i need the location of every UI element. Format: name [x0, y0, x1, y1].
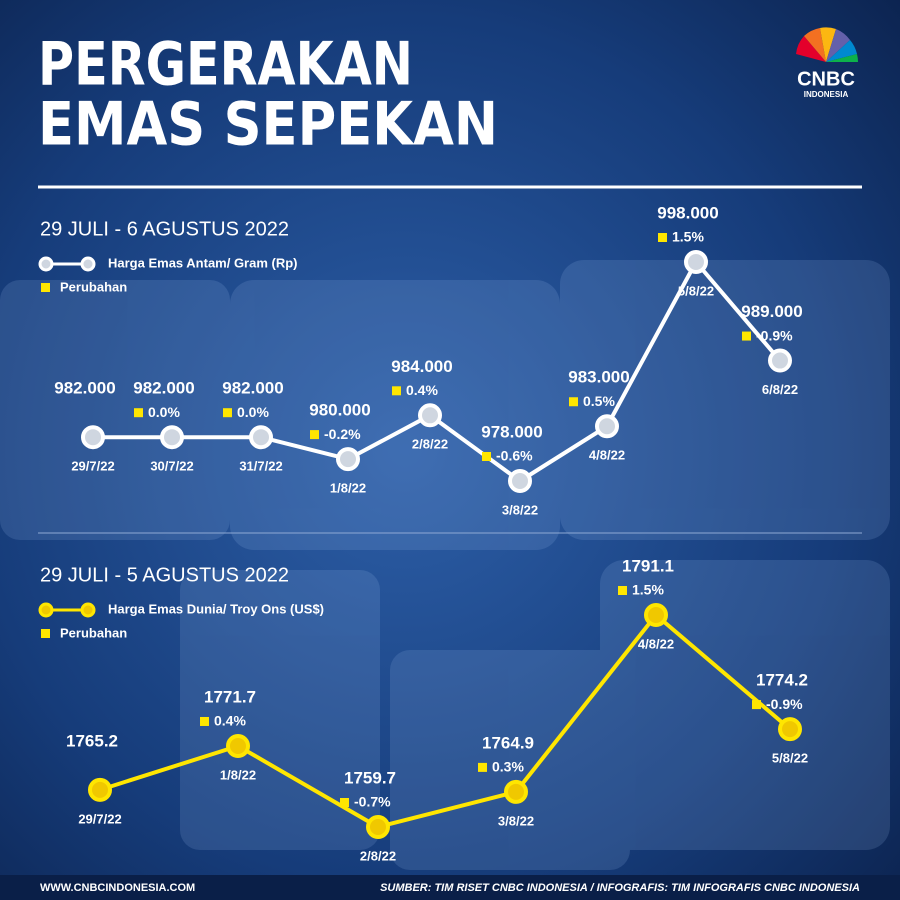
chart-subtitle: 29 JULI - 5 AGUSTUS 2022: [40, 564, 289, 586]
date-label: 4/8/22: [638, 636, 674, 651]
date-label: 6/8/22: [762, 382, 798, 397]
price-point: [508, 469, 532, 493]
change-label: 0.3%: [492, 759, 524, 775]
change-label: -0.6%: [496, 448, 533, 464]
value-label: 982.000: [222, 379, 283, 398]
price-point: [366, 815, 390, 839]
value-label: 1765.2: [66, 731, 118, 750]
value-label: 1771.7: [204, 687, 256, 706]
legend-label: Harga Emas Dunia/ Troy Ons (US$): [108, 601, 324, 616]
price-point: [88, 777, 112, 802]
change-marker: [742, 331, 751, 341]
legend-dot: [38, 602, 54, 618]
footer-band: [0, 875, 900, 900]
price-point: [418, 403, 442, 428]
value-label: 1774.2: [756, 671, 808, 690]
legend-dot: [80, 256, 96, 272]
gold-bars-decoration: [0, 260, 890, 870]
change-marker: [200, 716, 209, 726]
change-marker: [569, 397, 578, 407]
date-label: 30/7/22: [150, 459, 193, 474]
price-point: [336, 447, 360, 472]
legend-label: Harga Emas Antam/ Gram (Rp): [108, 255, 298, 270]
legend-swatch: [41, 629, 50, 638]
change-marker: [134, 408, 143, 418]
date-label: 3/8/22: [498, 813, 534, 828]
change-label: 1.5%: [632, 582, 664, 598]
change-label: 0.0%: [237, 404, 269, 420]
legend-swatch: [41, 283, 50, 292]
value-label: 982.000: [133, 379, 194, 398]
price-point: [778, 717, 802, 742]
legend-label: Perubahan: [60, 625, 127, 640]
change-marker: [310, 430, 319, 440]
legend-dot: [38, 256, 54, 272]
price-point: [644, 603, 668, 627]
change-label: 0.5%: [583, 393, 615, 409]
price-point: [504, 779, 528, 804]
logo: CNBC INDONESIA: [796, 27, 859, 99]
legend-label: Perubahan: [60, 279, 127, 294]
footer-source: SUMBER: TIM RISET CNBC INDONESIA / INFOG…: [380, 882, 860, 894]
date-label: 5/8/22: [772, 751, 808, 766]
date-label: 31/7/22: [239, 459, 282, 474]
value-label: 984.000: [391, 357, 452, 376]
price-point: [249, 425, 273, 450]
value-label: 983.000: [568, 368, 629, 387]
change-marker: [223, 408, 232, 418]
date-label: 4/8/22: [589, 448, 625, 463]
date-label: 29/7/22: [71, 459, 114, 474]
price-point: [684, 250, 708, 274]
change-marker: [658, 233, 667, 242]
logo-subtext: INDONESIA: [804, 90, 849, 99]
value-label: 1791.1: [622, 556, 674, 575]
price-point: [160, 425, 184, 450]
change-label: -0.7%: [354, 794, 391, 810]
change-label: 0.0%: [148, 404, 180, 420]
logo-text: CNBC: [797, 68, 855, 90]
price-point: [226, 733, 250, 758]
date-label: 1/8/22: [330, 481, 366, 496]
date-label: 5/8/22: [678, 283, 714, 298]
value-label: 982.000: [54, 379, 115, 398]
change-label: 0.4%: [214, 713, 246, 729]
date-label: 1/8/22: [220, 767, 256, 782]
chart-subtitle: 29 JULI - 6 AGUSTUS 2022: [40, 218, 289, 240]
value-label: 1759.7: [344, 768, 396, 787]
value-label: 998.000: [657, 203, 718, 222]
date-label: 2/8/22: [412, 437, 448, 452]
price-point: [81, 425, 105, 450]
change-marker: [392, 386, 401, 396]
date-label: 2/8/22: [360, 848, 396, 863]
value-label: 989.000: [741, 302, 802, 321]
change-label: 0.4%: [406, 382, 438, 398]
change-label: 1.5%: [672, 229, 704, 245]
title-line: EMAS SEPEKAN: [38, 90, 498, 160]
footer-website: WWW.CNBCINDONESIA.COM: [40, 882, 195, 894]
change-label: -0.9%: [756, 327, 793, 343]
change-marker: [482, 452, 491, 461]
date-label: 29/7/22: [78, 811, 121, 826]
price-line: [99, 613, 792, 829]
value-label: 980.000: [309, 401, 370, 420]
value-label: 978.000: [481, 422, 542, 441]
price-point: [768, 348, 792, 373]
change-marker: [618, 586, 627, 595]
title-line: PERGERAKAN: [38, 30, 413, 100]
price-point: [595, 414, 619, 439]
change-label: -0.9%: [766, 696, 803, 712]
date-label: 3/8/22: [502, 502, 538, 517]
change-marker: [478, 762, 487, 772]
change-label: -0.2%: [324, 426, 361, 442]
legend-dot: [80, 602, 96, 618]
change-marker: [752, 700, 761, 710]
change-marker: [340, 798, 349, 807]
value-label: 1764.9: [482, 733, 534, 752]
